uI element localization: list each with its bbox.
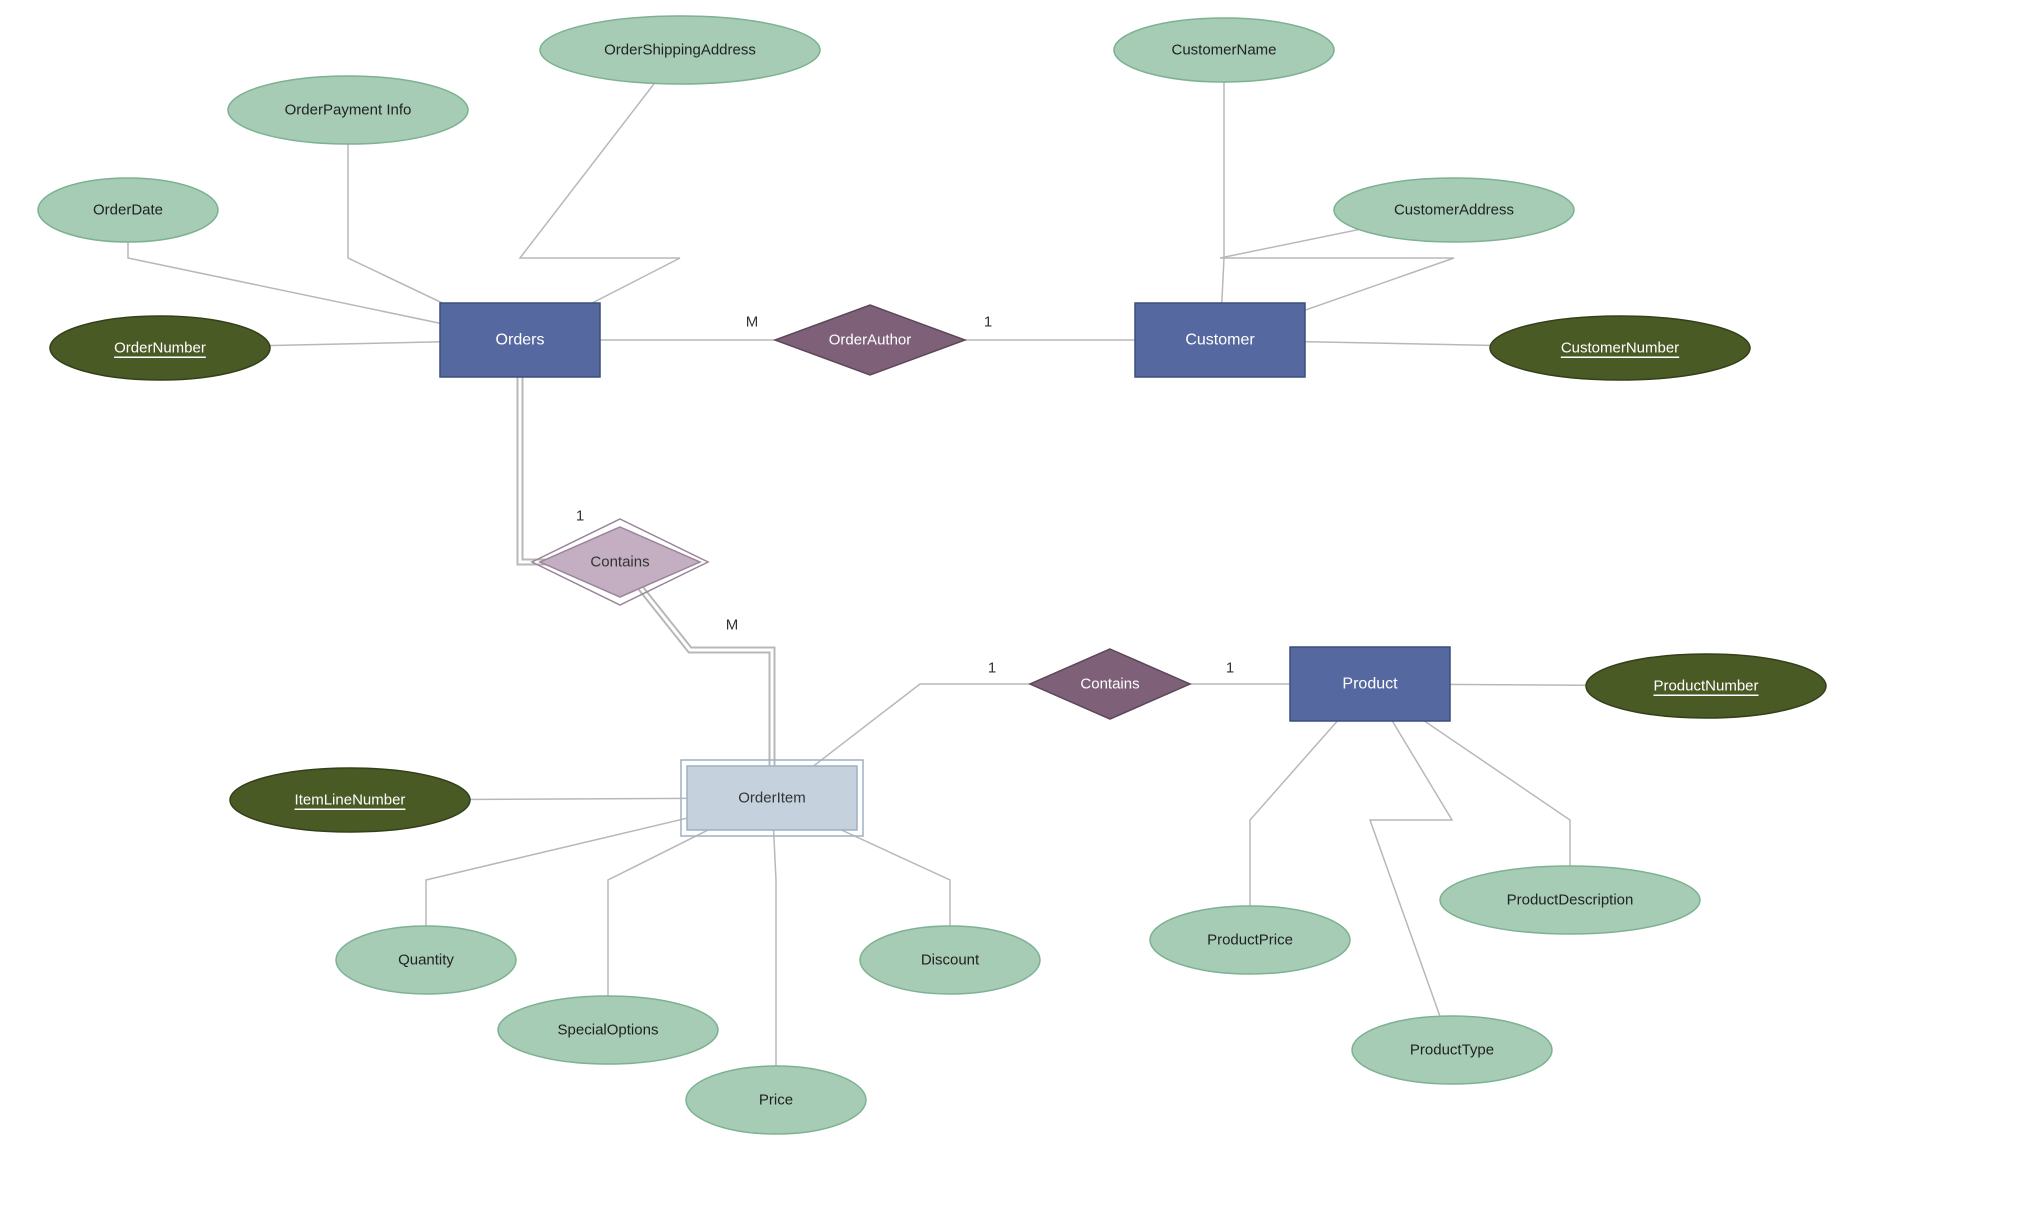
attribute-productnumber-label: ProductNumber — [1653, 678, 1758, 695]
attribute-producttype-label: ProductType — [1410, 1042, 1494, 1059]
cardinality-orderitem_contains1: M — [726, 617, 739, 634]
attribute-orderpayment-label: OrderPayment Info — [285, 102, 412, 119]
relationship-contains2-label: Contains — [1080, 676, 1139, 693]
entity-orders-label: Orders — [496, 332, 545, 349]
attribute-customeraddress-label: CustomerAddress — [1394, 202, 1514, 219]
connector — [1250, 684, 1370, 940]
entity-customer-label: Customer — [1185, 332, 1255, 349]
connector — [772, 798, 776, 1100]
attribute-ordernumber-label: OrderNumber — [114, 340, 206, 357]
connector — [1370, 684, 1452, 1050]
attribute-itemlinenumber-label: ItemLineNumber — [295, 792, 406, 809]
attribute-specialoptions-label: SpecialOptions — [558, 1022, 659, 1039]
attribute-price-label: Price — [759, 1092, 793, 1109]
connector — [608, 798, 772, 1030]
cardinality-orderitem_contains2: 1 — [988, 660, 996, 677]
connector — [520, 50, 680, 340]
connector — [620, 562, 772, 798]
relationship-orderauthor-label: OrderAuthor — [829, 332, 912, 349]
attribute-discount-label: Discount — [921, 952, 980, 969]
er-diagram: Orders Customer Product OrderItem OrderAutho… — [0, 0, 2036, 1216]
entity-product-label: Product — [1342, 676, 1398, 693]
attribute-orderdate-label: OrderDate — [93, 202, 163, 219]
cardinality-product_contains2: 1 — [1226, 660, 1234, 677]
relationship-contains1-label: Contains — [590, 554, 649, 571]
cardinality-orders_contains1: 1 — [576, 508, 584, 525]
connector — [1220, 50, 1224, 340]
attribute-customernumber-label: CustomerNumber — [1561, 340, 1679, 357]
attribute-ordershipping-label: OrderShippingAddress — [604, 42, 756, 59]
attribute-quantity-label: Quantity — [398, 952, 454, 969]
cardinality-customer_orderauthor: 1 — [984, 314, 992, 331]
attribute-productdescription-label: ProductDescription — [1507, 892, 1634, 909]
attribute-customername-label: CustomerName — [1171, 42, 1276, 59]
cardinality-orders_orderauthor: M — [746, 314, 759, 331]
attribute-productprice-label: ProductPrice — [1207, 932, 1293, 949]
entity-orderitem-label: OrderItem — [738, 790, 806, 807]
